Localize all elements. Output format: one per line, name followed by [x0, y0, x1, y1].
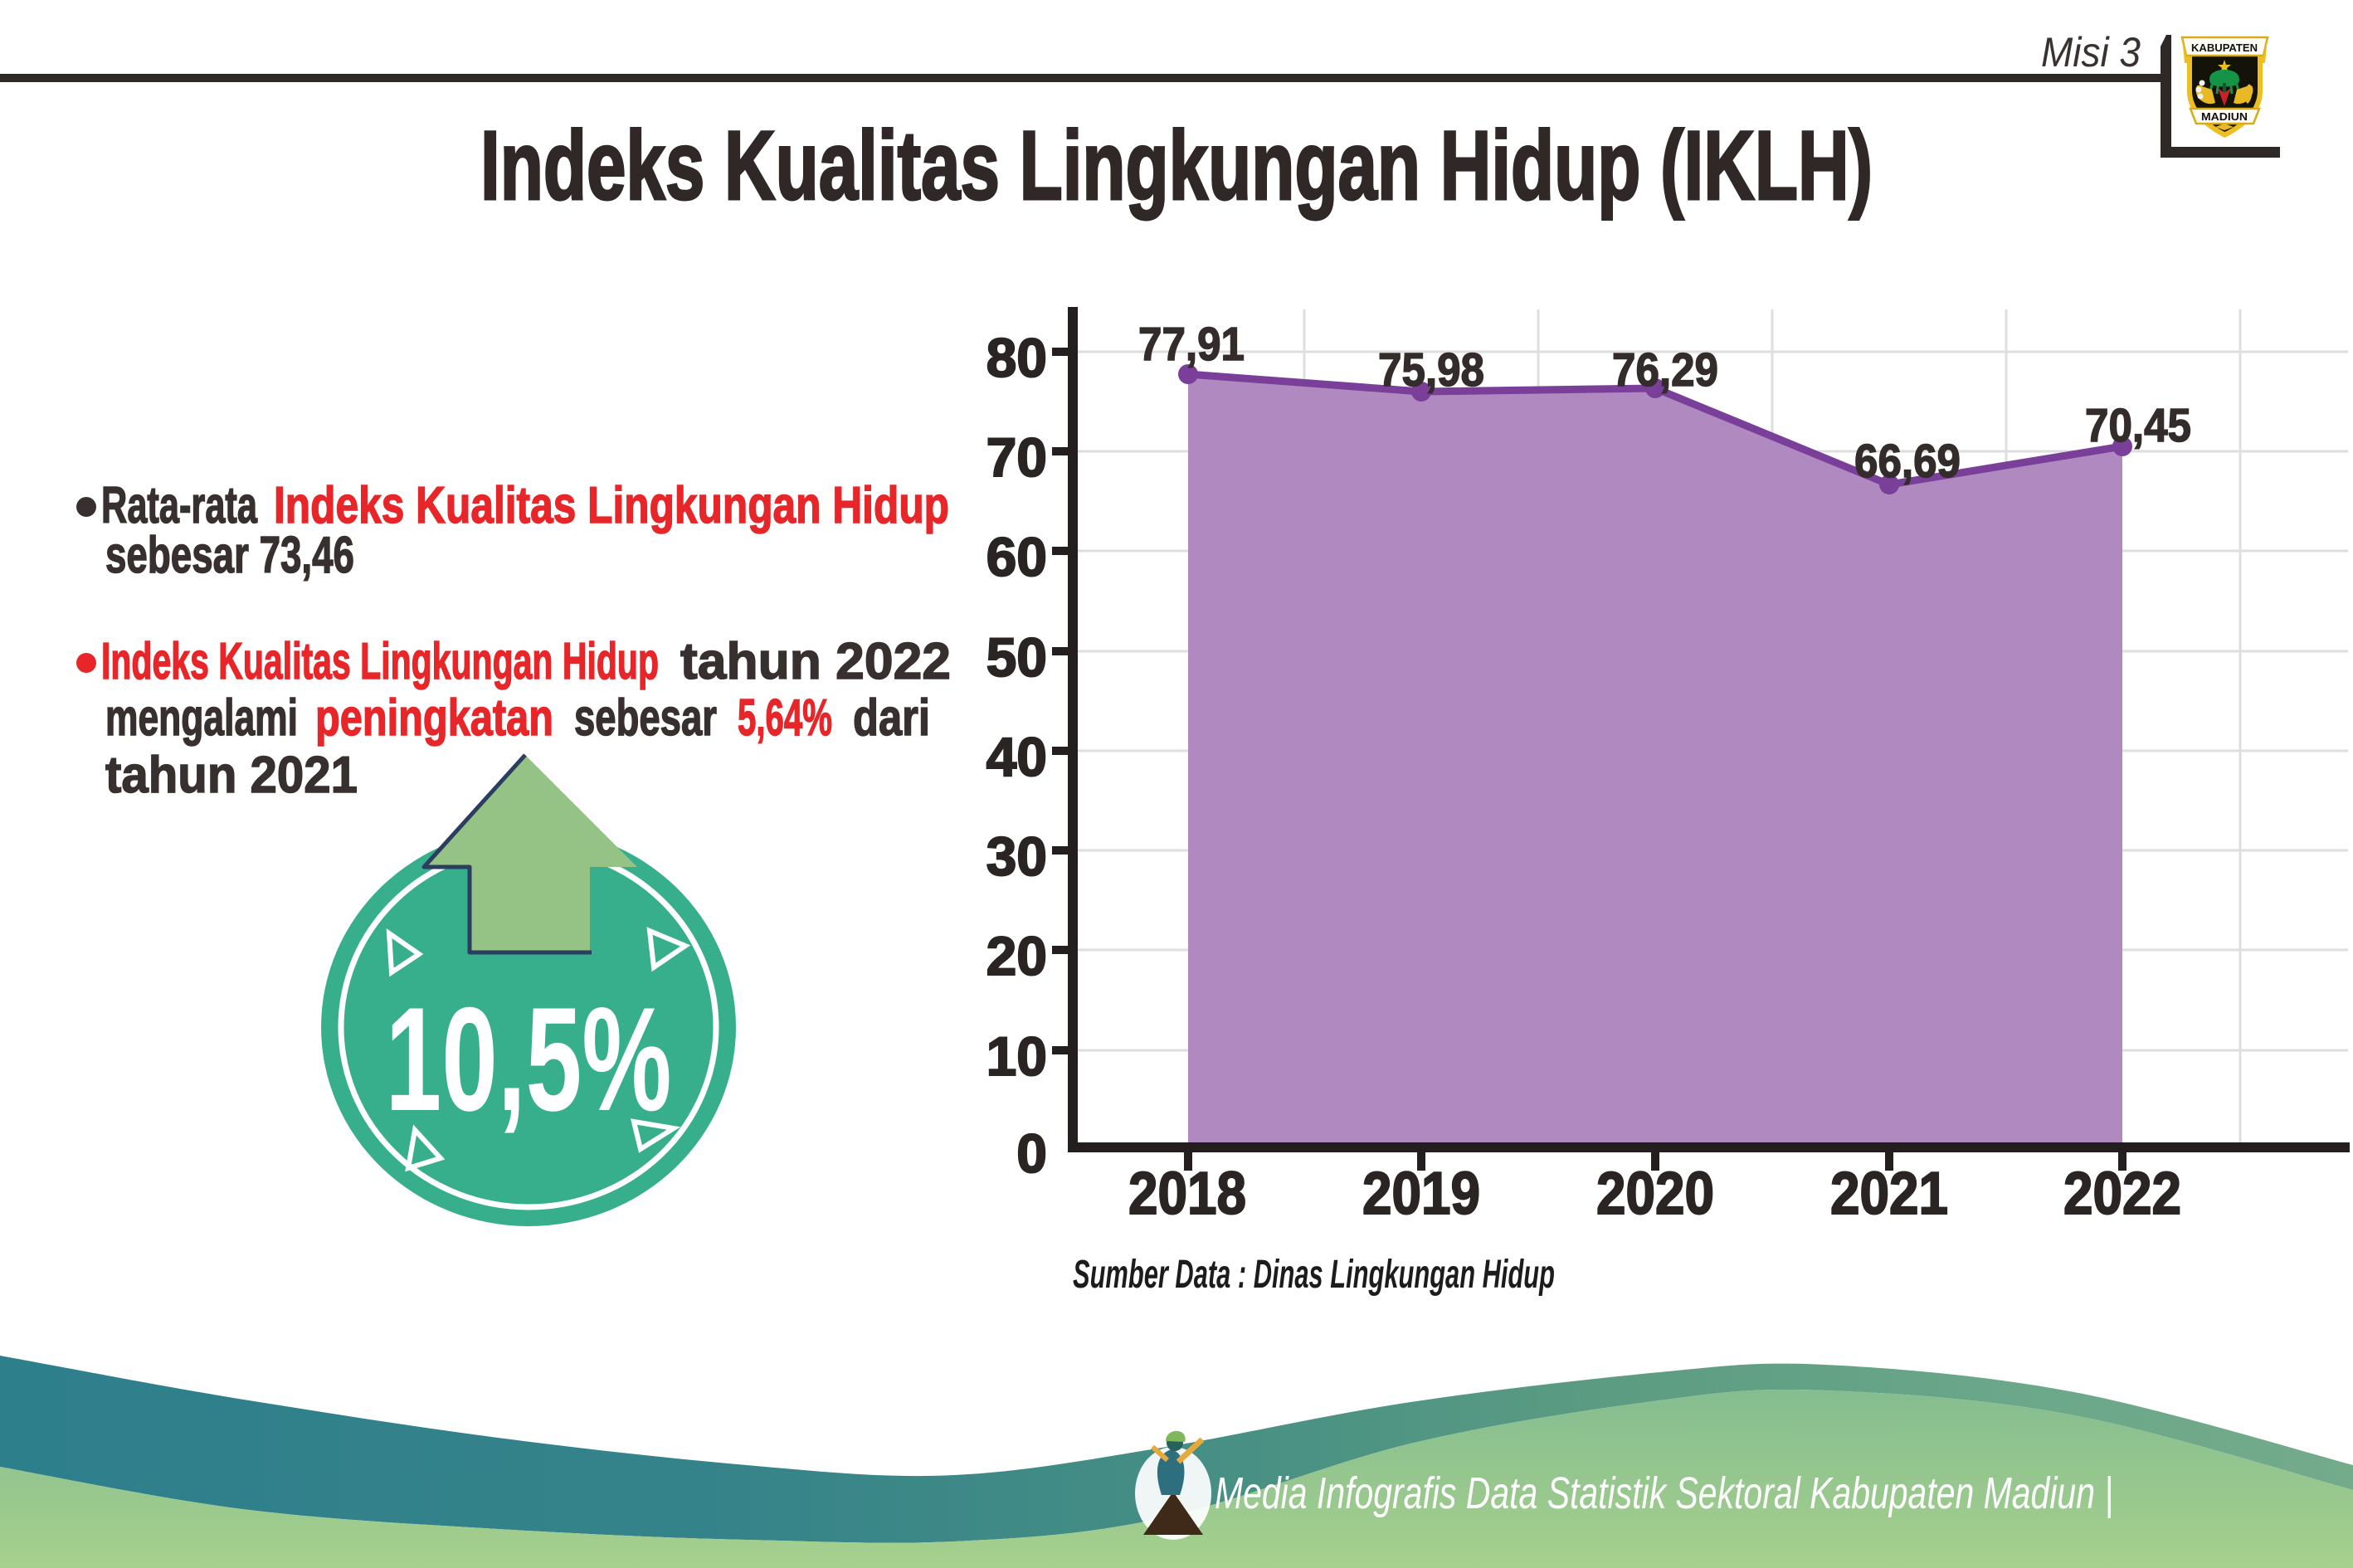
- svg-text:Indeks Kualitas Lingkungan Hid: Indeks Kualitas Lingkungan Hidup (IKLH): [480, 111, 1873, 221]
- svg-text:2022: 2022: [2063, 1161, 2181, 1227]
- svg-text:2021: 2021: [1830, 1161, 1948, 1227]
- svg-text:5,64%: 5,64%: [738, 689, 832, 747]
- svg-text:70,45: 70,45: [2085, 399, 2191, 452]
- svg-text:Indeks Kualitas Lingkungan Hid: Indeks Kualitas Lingkungan Hidup: [101, 633, 659, 690]
- svg-text:sebesar 73,46: sebesar 73,46: [105, 527, 354, 584]
- svg-text:0: 0: [1016, 1122, 1047, 1184]
- svg-text:30: 30: [987, 825, 1047, 887]
- svg-text:mengalami: mengalami: [105, 689, 298, 747]
- svg-text:2019: 2019: [1362, 1161, 1480, 1227]
- svg-text:76,29: 76,29: [1612, 343, 1718, 397]
- svg-text:60: 60: [987, 526, 1047, 587]
- svg-text:2018: 2018: [1128, 1161, 1246, 1227]
- svg-text:tahun 2022: tahun 2022: [680, 633, 951, 690]
- svg-text:Indeks Kualitas Lingkungan Hid: Indeks Kualitas Lingkungan Hidup: [274, 477, 949, 534]
- svg-text:75,98: 75,98: [1378, 343, 1484, 397]
- svg-text:Misi 3: Misi 3: [2041, 29, 2141, 75]
- svg-text:80: 80: [987, 327, 1047, 388]
- svg-text:sebesar: sebesar: [574, 689, 717, 747]
- svg-text:tahun 2021: tahun 2021: [105, 747, 358, 804]
- svg-text:20: 20: [987, 925, 1047, 986]
- svg-text:Rata-rata: Rata-rata: [101, 477, 257, 534]
- svg-text:40: 40: [987, 726, 1047, 787]
- svg-text:dari: dari: [853, 689, 930, 747]
- svg-text:peningkatan: peningkatan: [315, 689, 553, 747]
- svg-text:10: 10: [987, 1025, 1047, 1087]
- svg-text:66,69: 66,69: [1854, 435, 1961, 488]
- svg-text:50: 50: [987, 626, 1047, 688]
- svg-text:Media Infografis Data Statisti: Media Infografis Data Statistik Sektoral…: [1215, 1468, 2113, 1518]
- svg-text:MADIUN: MADIUN: [2201, 110, 2248, 123]
- svg-text:Sumber Data : Dinas Lingkungan: Sumber Data : Dinas Lingkungan Hidup: [1073, 1253, 1555, 1297]
- svg-text:KABUPATEN: KABUPATEN: [2191, 41, 2258, 54]
- svg-text:2020: 2020: [1596, 1161, 1714, 1227]
- svg-text:77,91: 77,91: [1138, 318, 1245, 371]
- svg-text:70: 70: [987, 426, 1047, 488]
- svg-text:10,5%: 10,5%: [386, 976, 672, 1142]
